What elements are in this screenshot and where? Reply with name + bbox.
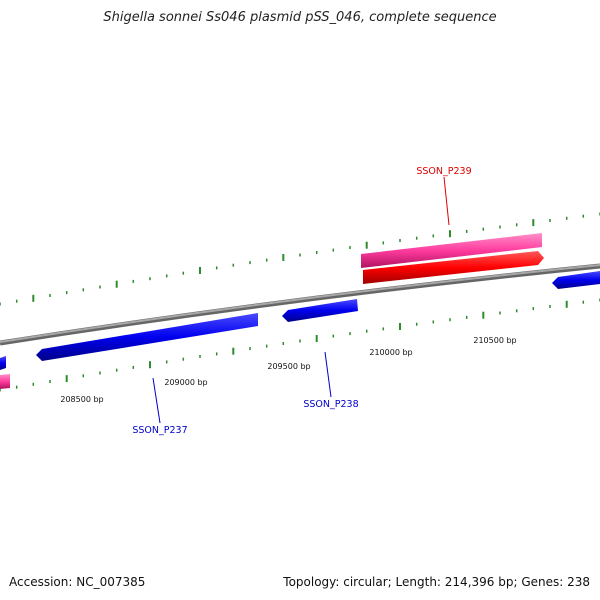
plasmid-backbone-highlight <box>0 264 600 343</box>
gene-label-sson-p239[interactable]: SSON_P239 <box>416 166 471 177</box>
ruler-label-210000: 210000 bp <box>369 348 412 357</box>
gene-label-sson-p238[interactable]: SSON_P238 <box>303 399 358 410</box>
reverse-cds-arrow-sson-p238[interactable] <box>282 299 358 322</box>
plasmid-backbone <box>0 263 600 346</box>
outer-tick-track <box>0 212 600 306</box>
ruler-label-210500: 210500 bp <box>473 336 516 345</box>
inner-tick-track <box>0 298 600 392</box>
reverse-cds-arrow-partial[interactable] <box>0 356 6 370</box>
label-leader-sson-p237 <box>152 377 161 424</box>
forward-gene-bar-partial[interactable] <box>0 374 10 389</box>
ruler-label-208500: 208500 bp <box>60 395 103 404</box>
map-title: Shigella sonnei Ss046 plasmid pSS_046, c… <box>103 10 497 25</box>
label-leader-sson-p238 <box>324 351 332 398</box>
gene-label-sson-p237[interactable]: SSON_P237 <box>132 425 187 436</box>
accession-text: Accession: NC_007385 <box>9 575 146 589</box>
reverse-cds-arrow-sson-p237[interactable] <box>36 313 258 361</box>
topology-summary-text: Topology: circular; Length: 214,396 bp; … <box>283 575 590 589</box>
forward-cds-arrow-sson-p239[interactable] <box>363 251 544 284</box>
ruler-label-209000: 209000 bp <box>164 378 207 387</box>
forward-gene-bar-sson-p239[interactable] <box>361 233 542 268</box>
label-leader-sson-p239 <box>443 176 450 226</box>
reverse-cds-arrow-partial-right[interactable] <box>552 271 600 289</box>
ruler-label-209500: 209500 bp <box>267 362 310 371</box>
